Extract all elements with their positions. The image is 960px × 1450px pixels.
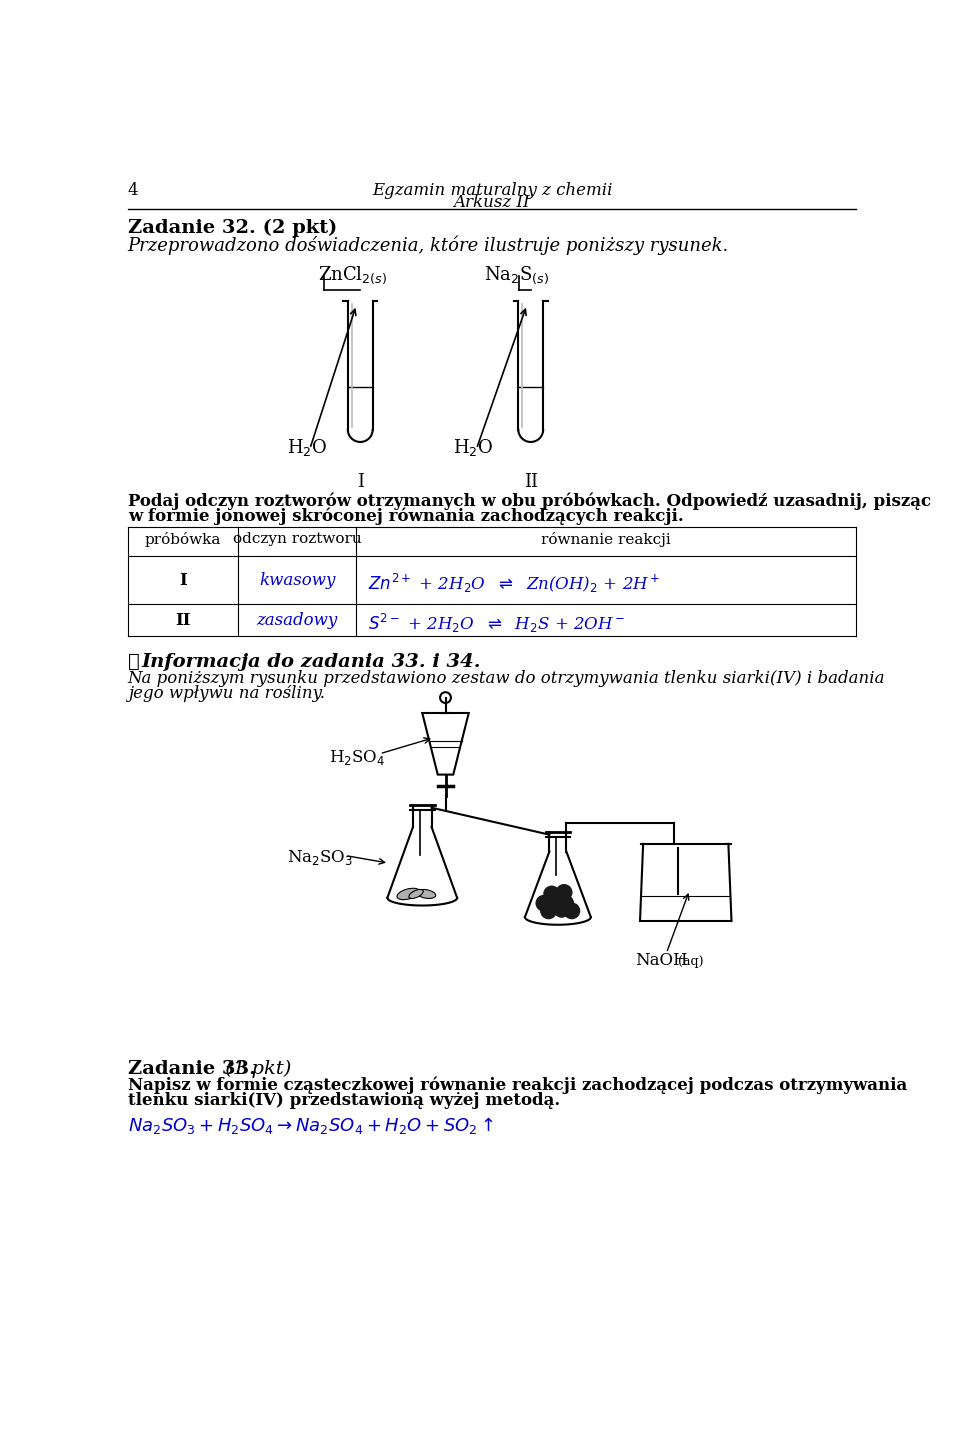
Text: Arkusz II: Arkusz II xyxy=(454,194,530,212)
Text: (aq): (aq) xyxy=(678,954,704,967)
Text: Przeprowadzono doświadczenia, które ilustruje poniższy rysunek.: Przeprowadzono doświadczenia, które ilus… xyxy=(128,235,729,255)
Circle shape xyxy=(554,902,569,916)
Text: równanie reakcji: równanie reakcji xyxy=(541,532,671,547)
Text: I: I xyxy=(357,473,364,490)
Text: NaOH: NaOH xyxy=(636,951,688,969)
Text: w formie jonowej skróconej równania zachodzących reakcji.: w formie jonowej skróconej równania zach… xyxy=(128,507,684,525)
Text: H$_2$O: H$_2$O xyxy=(287,438,326,458)
Text: II: II xyxy=(175,612,190,629)
Text: I: I xyxy=(179,573,186,589)
Text: Zadanie 32. (2 pkt): Zadanie 32. (2 pkt) xyxy=(128,219,337,236)
Text: H$_2$O: H$_2$O xyxy=(453,438,493,458)
Text: ℒ: ℒ xyxy=(128,652,139,671)
Text: Zadanie 33.: Zadanie 33. xyxy=(128,1060,255,1077)
Text: Napisz w formie cząsteczkowej równanie reakcji zachodzącej podczas otrzymywania: Napisz w formie cząsteczkowej równanie r… xyxy=(128,1076,907,1093)
Text: Podaj odczyn roztworów otrzymanych w obu próbówkach. Odpowiedź uzasadnij, pisząc: Podaj odczyn roztworów otrzymanych w obu… xyxy=(128,492,931,509)
Text: II: II xyxy=(524,473,538,490)
Text: ZnCl$_{2(s)}$: ZnCl$_{2(s)}$ xyxy=(318,265,387,287)
Circle shape xyxy=(558,896,573,911)
Text: Informacja do zadania 33. i 34.: Informacja do zadania 33. i 34. xyxy=(142,652,481,671)
Ellipse shape xyxy=(397,889,420,899)
Text: H$_2$SO$_4$: H$_2$SO$_4$ xyxy=(329,748,386,767)
Text: 4: 4 xyxy=(128,181,138,199)
Circle shape xyxy=(557,884,572,900)
Circle shape xyxy=(544,886,560,902)
Ellipse shape xyxy=(417,889,436,899)
Circle shape xyxy=(540,903,557,919)
Text: Na$_2$SO$_3$: Na$_2$SO$_3$ xyxy=(287,848,353,867)
Circle shape xyxy=(564,903,580,919)
Text: $Zn^{2+}$ + 2H$_2$O  $\rightleftharpoons$  Zn(OH)$_2$ + 2H$^+$: $Zn^{2+}$ + 2H$_2$O $\rightleftharpoons$… xyxy=(368,573,660,594)
Text: jego wpływu na rośliny.: jego wpływu na rośliny. xyxy=(128,686,324,702)
Text: zasadowy: zasadowy xyxy=(256,612,338,629)
Text: próbówka: próbówka xyxy=(145,532,221,547)
Text: $S^{2-}$ + 2H$_2$O  $\rightleftharpoons$  H$_2$S + 2OH$^-$: $S^{2-}$ + 2H$_2$O $\rightleftharpoons$ … xyxy=(368,612,625,635)
Ellipse shape xyxy=(409,889,423,899)
Text: Na$_2$S$_{(s)}$: Na$_2$S$_{(s)}$ xyxy=(484,265,549,287)
Text: $Na_2SO_3 + H_2SO_4 \rightarrow Na_2SO_4 + H_2O + SO_2\uparrow$: $Na_2SO_3 + H_2SO_4 \rightarrow Na_2SO_4… xyxy=(128,1115,493,1135)
Text: odczyn roztworu: odczyn roztworu xyxy=(232,532,362,547)
Text: (1 pkt): (1 pkt) xyxy=(219,1060,292,1077)
Circle shape xyxy=(537,896,552,911)
Circle shape xyxy=(546,892,562,908)
Text: Na poniższym rysunku przedstawiono zestaw do otrzymywania tlenku siarki(IV) i ba: Na poniższym rysunku przedstawiono zesta… xyxy=(128,670,885,687)
Text: kwasowy: kwasowy xyxy=(259,573,335,589)
Text: Egzamin maturalny z chemii: Egzamin maturalny z chemii xyxy=(372,181,612,199)
Text: tlenku siarki(IV) przedstawioną wyżej metodą.: tlenku siarki(IV) przedstawioną wyżej me… xyxy=(128,1092,560,1109)
